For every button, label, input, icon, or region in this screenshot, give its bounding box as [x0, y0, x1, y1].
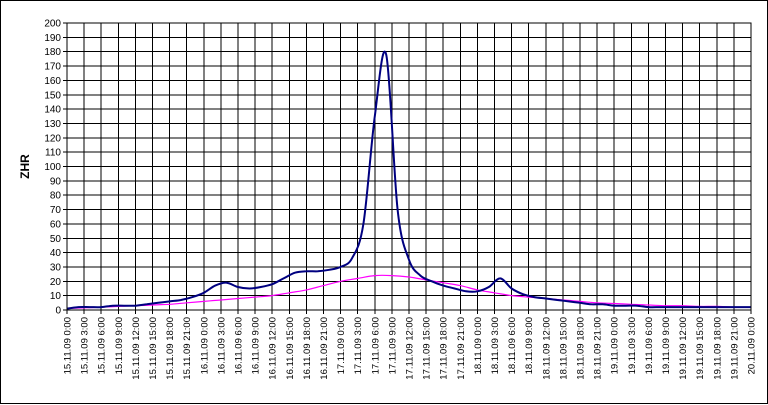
x-tick-label: 16.11.09 3:00: [216, 317, 227, 374]
plot-area-border: [66, 22, 752, 311]
x-tick-label: 17.11.09 6:00: [370, 317, 381, 374]
y-tick-label: 50: [50, 234, 62, 245]
x-tick-label: 19.11.09 21:00: [729, 317, 740, 380]
x-tick-label: 16.11.09 9:00: [251, 317, 262, 374]
x-tick-label: 17.11.09 21:00: [456, 317, 467, 380]
x-tick-label: 16.11.09 21:00: [319, 317, 330, 380]
x-tick-label: 16.11.09 12:00: [268, 317, 279, 380]
y-tick-label: 30: [50, 262, 62, 273]
x-tick-label: 18.11.09 0:00: [473, 317, 484, 374]
x-tick-label: 15.11.09 9:00: [114, 317, 125, 374]
x-tick-label: 16.11.09 18:00: [302, 317, 313, 380]
y-tick-label: 170: [44, 62, 61, 73]
x-tick-label: 16.11.09 6:00: [234, 317, 245, 374]
x-tick-label: 17.11.09 3:00: [353, 317, 364, 374]
x-tick-label: 16.11.09 15:00: [285, 317, 296, 380]
x-tick-label: 17.11.09 12:00: [405, 317, 416, 380]
y-tick-label: 100: [44, 162, 61, 173]
y-tick-label: 20: [50, 277, 62, 288]
y-tick-label: 10: [50, 291, 62, 302]
y-tick-label: 130: [44, 119, 61, 130]
y-tick-label: 180: [44, 47, 61, 58]
x-tick-label: 19.11.09 0:00: [610, 317, 621, 374]
grid: [66, 22, 752, 311]
y-tick-label: 140: [44, 105, 61, 116]
x-tick-label: 18.11.09 15:00: [558, 317, 569, 380]
x-tick-label: 15.11.09 12:00: [131, 317, 142, 380]
x-tick-label: 15.11.09 18:00: [165, 317, 176, 380]
y-tick-label: 40: [50, 248, 62, 259]
y-tick-label: 110: [45, 148, 61, 159]
x-tick-label: 19.11.09 3:00: [627, 317, 638, 374]
y-tick-label: 200: [44, 19, 61, 30]
x-tick-label: 19.11.09 12:00: [678, 317, 689, 380]
x-tick-label: 16.11.09 0:00: [199, 317, 210, 374]
y-tick-label: 60: [50, 219, 62, 230]
x-tick-label: 15.11.09 0:00: [63, 317, 74, 374]
x-tick-label: 15.11.09 3:00: [80, 317, 91, 374]
y-tick-label: 120: [44, 133, 61, 144]
y-axis-ticks: 0 10 20 30 40 50 60 70 80 90 100 110 120 130 140 150 160…: [44, 19, 67, 317]
x-tick-label: 17.11.09 9:00: [387, 317, 398, 374]
series-line-navy: [66, 50, 751, 310]
x-tick-label: 18.11.09 21:00: [593, 317, 604, 380]
y-tick-label: 70: [50, 205, 62, 216]
x-tick-label: 15.11.09 15:00: [148, 317, 159, 380]
series-line-magenta: [66, 274, 752, 310]
x-tick-label: 18.11.09 18:00: [576, 317, 587, 380]
x-tick-label: 19.11.09 15:00: [695, 317, 706, 380]
x-tick-label: 17.11.09 18:00: [439, 317, 450, 380]
x-tick-label: 17.11.09 0:00: [336, 317, 347, 374]
x-tick-label: 20.11.09 0:00: [747, 317, 758, 374]
x-axis-ticks: 15.11.09 0:00 15.11.09 3:00 15.11.09 6:00 1…: [63, 310, 758, 380]
x-tick-label: 18.11.09 9:00: [524, 317, 535, 374]
x-tick-label: 17.11.09 15:00: [422, 317, 433, 380]
y-tick-label: 80: [50, 191, 62, 202]
x-tick-label: 19.11.09 6:00: [644, 317, 655, 374]
x-tick-label: 18.11.09 12:00: [541, 317, 552, 380]
x-tick-label: 19.11.09 9:00: [661, 317, 672, 374]
series-group: [66, 50, 752, 310]
y-tick-label: 190: [44, 33, 61, 44]
y-axis-label: ZHR: [18, 154, 32, 179]
x-tick-label: 15.11.09 21:00: [182, 317, 193, 380]
y-tick-label: 90: [50, 176, 62, 187]
y-tick-label: 0: [55, 306, 61, 317]
x-tick-label: 18.11.09 6:00: [507, 317, 518, 374]
y-tick-label: 150: [44, 90, 61, 101]
x-tick-label: 15.11.09 6:00: [97, 317, 108, 374]
x-tick-label: 18.11.09 3:00: [490, 317, 501, 374]
y-tick-label: 160: [44, 76, 61, 87]
x-tick-label: 19.11.09 18:00: [712, 317, 723, 380]
